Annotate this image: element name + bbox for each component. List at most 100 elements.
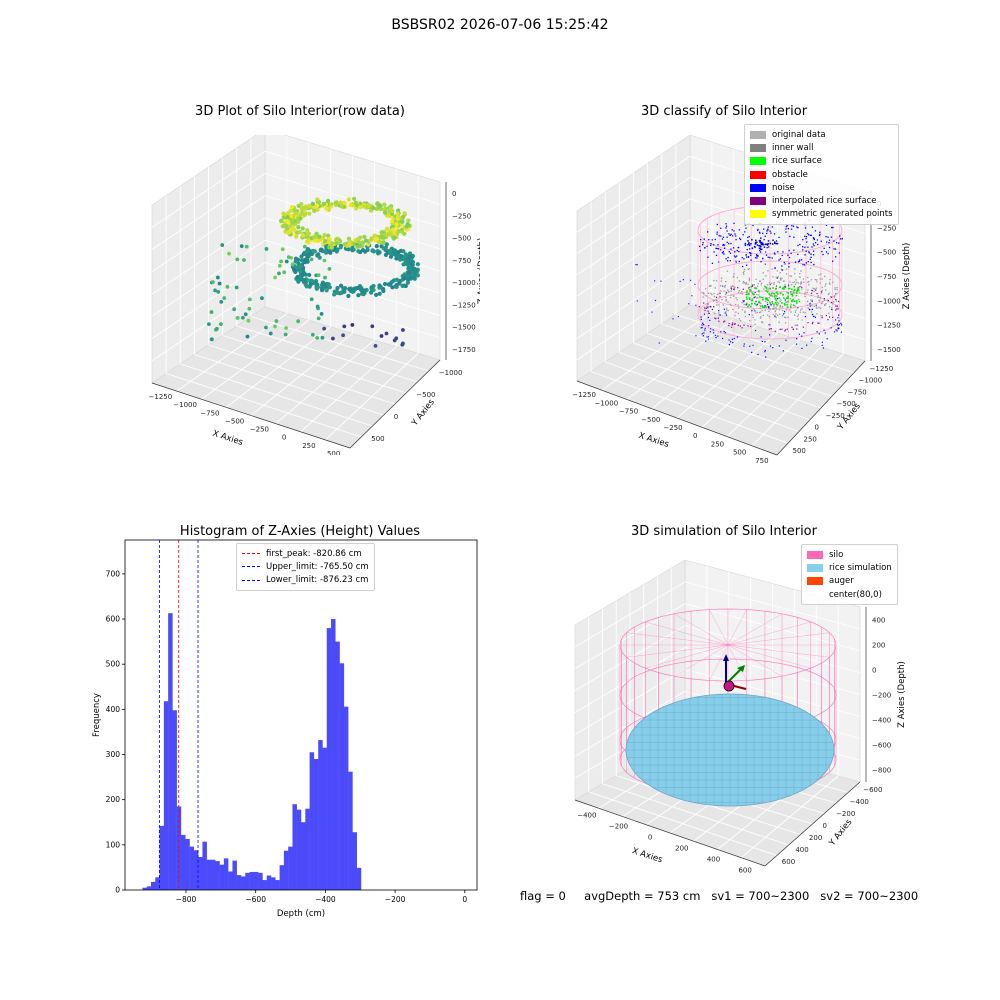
plot2-point-noise	[704, 246, 706, 249]
plot2-point-noise	[708, 325, 710, 327]
plot2-point-original	[767, 270, 769, 272]
plot2-point-original	[786, 301, 788, 303]
plot1-point	[246, 318, 251, 323]
plot2-point-original	[801, 319, 803, 321]
plot2-point-original	[761, 309, 763, 312]
plot2-point-original	[775, 276, 777, 279]
plot2-point-noise	[831, 308, 833, 311]
plot2-point-original	[810, 308, 812, 311]
plot2-point-noise	[761, 340, 763, 343]
plot2-point-rice	[770, 292, 773, 295]
plot2-point-noise	[718, 235, 720, 237]
plot1-point	[316, 273, 321, 278]
plot2-point-interp	[827, 319, 829, 321]
plot2-point-original	[767, 284, 769, 286]
plot2-point-noise	[717, 244, 719, 246]
plot2-point-original	[754, 319, 756, 321]
plot2-legend-label: inner wall	[772, 142, 814, 153]
plot2-point-noise	[715, 336, 717, 339]
status-sv1: sv1 = 700~2300	[711, 889, 810, 903]
plot1-point	[405, 280, 411, 285]
plot2-point-interp	[812, 321, 814, 323]
plot1-point	[319, 247, 324, 252]
plot2-point-original	[800, 281, 802, 283]
plot2-point-original	[829, 283, 831, 285]
plot1-point	[247, 297, 252, 302]
plot2-point-interp	[832, 316, 834, 318]
plot2-point-noise	[762, 258, 764, 260]
plot2-point-original	[821, 315, 824, 317]
plot2-point-original	[761, 321, 763, 324]
plot3-bar	[172, 710, 177, 890]
plot2-point-original	[792, 300, 794, 303]
plot2-point-original	[739, 319, 742, 322]
plot2-point-interp	[818, 322, 820, 324]
plot1-point	[213, 288, 217, 293]
plot2-legend-swatch	[750, 157, 766, 166]
plot1-point	[381, 241, 386, 246]
plot2-point-noise	[838, 324, 841, 326]
plot2-point-noise	[747, 243, 749, 246]
plot2-point-noise	[806, 344, 808, 346]
plot1-point	[322, 282, 327, 287]
plot2-point-noise	[705, 340, 707, 342]
plot2-point-interp	[718, 320, 720, 322]
plot1-point	[277, 271, 281, 276]
plot2-point-noise	[797, 244, 799, 247]
plot1-point	[331, 336, 335, 341]
plot2-point-original	[831, 307, 833, 309]
plot2-point-noise	[754, 310, 756, 312]
plot2-point-interp	[796, 328, 798, 330]
plot4-silo-spoke	[626, 632, 729, 646]
plot3-legend: first_peak: -820.86 cm Upper_limit: -765.…	[236, 543, 375, 591]
plot2-point-noise	[772, 239, 774, 241]
plot2-legend-swatch	[750, 183, 766, 192]
plot2-point-original	[799, 309, 802, 311]
plot2-point-original	[784, 322, 787, 324]
plot2-point-noise	[766, 246, 768, 249]
plot2-point-rice	[775, 299, 778, 302]
plot2-point-original	[732, 308, 734, 311]
plot2-x-tick-label: −1000	[594, 399, 618, 407]
plot2-point-original	[745, 293, 747, 296]
plot1-grid-line	[151, 195, 266, 273]
plot2-point-interp	[831, 301, 833, 304]
plot1-point	[338, 245, 343, 250]
plot2-point-original	[781, 309, 784, 312]
plot2-point-original	[777, 281, 779, 283]
plot2-points	[635, 205, 843, 358]
plot2-point-noise	[804, 227, 807, 229]
plot2-point-noise	[797, 307, 799, 309]
plot2-point-interp	[704, 307, 706, 309]
plot2-point-original	[727, 309, 729, 312]
plot1-point	[306, 231, 312, 236]
plot1-points	[206, 196, 420, 348]
plot2-point-rice	[787, 292, 790, 294]
plot2-point-rice	[791, 288, 793, 291]
plot1-point	[347, 240, 352, 245]
plot2-point-original	[816, 313, 818, 315]
plot2-point-noise	[755, 300, 757, 303]
plot2-point-interp	[835, 309, 837, 311]
plot1-point	[414, 268, 419, 273]
plot2-point-noise	[748, 314, 750, 316]
plot2-point-noise	[807, 246, 809, 248]
plot2-point-noise	[778, 259, 780, 261]
plot2-point-original	[776, 291, 778, 293]
plot1-point	[374, 236, 379, 242]
plot2-point-original	[798, 292, 801, 294]
plot2-legend: original data inner wall rice surface obsta…	[744, 124, 899, 226]
plot1-point	[219, 299, 224, 304]
plot2-z-tick-label: −250	[877, 224, 896, 232]
plot3-legend-label: Upper_limit: -765.50 cm	[266, 561, 369, 572]
plot2-point-original	[709, 285, 712, 287]
plot2-point-rice	[792, 304, 795, 307]
plot2-point-original	[742, 282, 744, 284]
plot1-grid-line	[222, 335, 407, 394]
plot2-point-noise	[654, 280, 656, 282]
plot2-point-noise	[724, 312, 726, 314]
plot1-point	[396, 250, 401, 255]
plot2-point-original	[733, 273, 735, 275]
plot2-point-original	[761, 282, 763, 284]
plot1-point	[373, 292, 379, 298]
